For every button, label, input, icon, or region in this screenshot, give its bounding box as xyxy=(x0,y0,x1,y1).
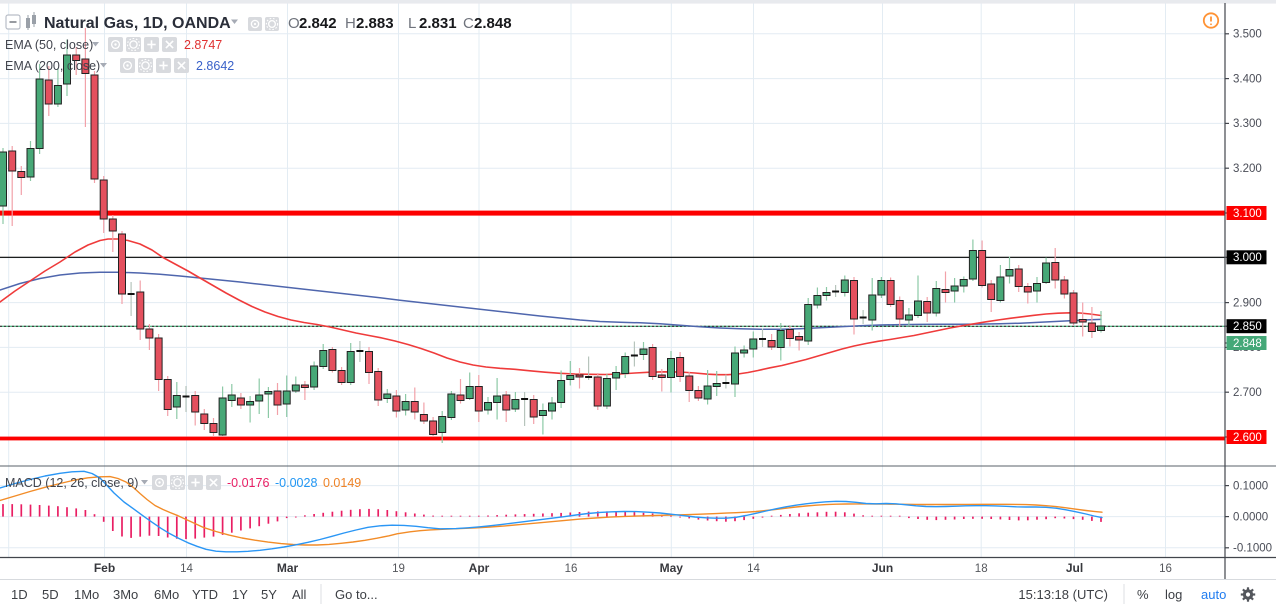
svg-text:H: H xyxy=(345,15,356,32)
svg-text:2.831: 2.831 xyxy=(419,15,457,32)
svg-text:EMA (200, close): EMA (200, close) xyxy=(5,59,100,73)
svg-text:-0.0028: -0.0028 xyxy=(275,476,317,490)
svg-text:3.500: 3.500 xyxy=(1233,29,1262,41)
svg-text:2.848: 2.848 xyxy=(474,15,512,32)
svg-text:Apr: Apr xyxy=(469,561,490,575)
svg-text:All: All xyxy=(292,587,307,602)
svg-text:2.883: 2.883 xyxy=(356,15,394,32)
svg-text:O: O xyxy=(288,15,300,32)
svg-text:6Mo: 6Mo xyxy=(154,587,179,602)
svg-text:Jun: Jun xyxy=(872,561,893,575)
svg-text:-0.0176: -0.0176 xyxy=(227,476,269,490)
svg-text:Feb: Feb xyxy=(94,561,115,575)
svg-text:2.8747: 2.8747 xyxy=(184,38,222,52)
svg-text:16: 16 xyxy=(1159,563,1172,575)
svg-text:2.900: 2.900 xyxy=(1233,297,1262,309)
svg-text:2.848: 2.848 xyxy=(1233,338,1262,350)
svg-text:2.8642: 2.8642 xyxy=(196,59,234,73)
svg-text:3.200: 3.200 xyxy=(1233,163,1262,175)
svg-text:2.600: 2.600 xyxy=(1233,432,1262,444)
svg-text:0.0000: 0.0000 xyxy=(1233,511,1268,523)
svg-text:Jul: Jul xyxy=(1066,561,1083,575)
svg-text:3.300: 3.300 xyxy=(1233,118,1262,130)
svg-text:%: % xyxy=(1137,587,1149,602)
svg-text:YTD: YTD xyxy=(192,587,218,602)
svg-text:Natural Gas, 1D, OANDA: Natural Gas, 1D, OANDA xyxy=(44,15,231,32)
svg-text:1Y: 1Y xyxy=(232,587,248,602)
svg-text:Go to...: Go to... xyxy=(335,587,378,602)
svg-text:Mar: Mar xyxy=(277,561,299,575)
svg-text:3.000: 3.000 xyxy=(1233,252,1262,264)
svg-text:2.700: 2.700 xyxy=(1233,387,1262,399)
svg-text:log: log xyxy=(1165,587,1182,602)
svg-text:3.400: 3.400 xyxy=(1233,73,1262,85)
svg-text:EMA (50, close): EMA (50, close) xyxy=(5,38,93,52)
svg-text:MACD (12, 26, close, 9): MACD (12, 26, close, 9) xyxy=(5,476,138,490)
svg-text:auto: auto xyxy=(1201,587,1226,602)
svg-text:18: 18 xyxy=(975,563,988,575)
svg-text:3.100: 3.100 xyxy=(1233,208,1262,220)
svg-text:15:13:18 (UTC): 15:13:18 (UTC) xyxy=(1018,587,1108,602)
svg-text:5Y: 5Y xyxy=(261,587,277,602)
svg-text:2.850: 2.850 xyxy=(1233,321,1262,333)
svg-text:1D: 1D xyxy=(11,587,28,602)
svg-text:2.842: 2.842 xyxy=(299,15,337,32)
svg-text:14: 14 xyxy=(747,563,760,575)
svg-text:0.0149: 0.0149 xyxy=(323,476,361,490)
svg-text:5D: 5D xyxy=(42,587,59,602)
svg-text:3Mo: 3Mo xyxy=(113,587,138,602)
svg-text:19: 19 xyxy=(392,563,405,575)
svg-text:14: 14 xyxy=(180,563,193,575)
svg-text:May: May xyxy=(660,561,684,575)
svg-text:16: 16 xyxy=(565,563,578,575)
svg-text:-0.1000: -0.1000 xyxy=(1233,543,1272,555)
svg-text:C: C xyxy=(463,15,474,32)
svg-text:L: L xyxy=(408,15,416,32)
svg-text:1Mo: 1Mo xyxy=(74,587,99,602)
svg-text:0.1000: 0.1000 xyxy=(1233,480,1268,492)
